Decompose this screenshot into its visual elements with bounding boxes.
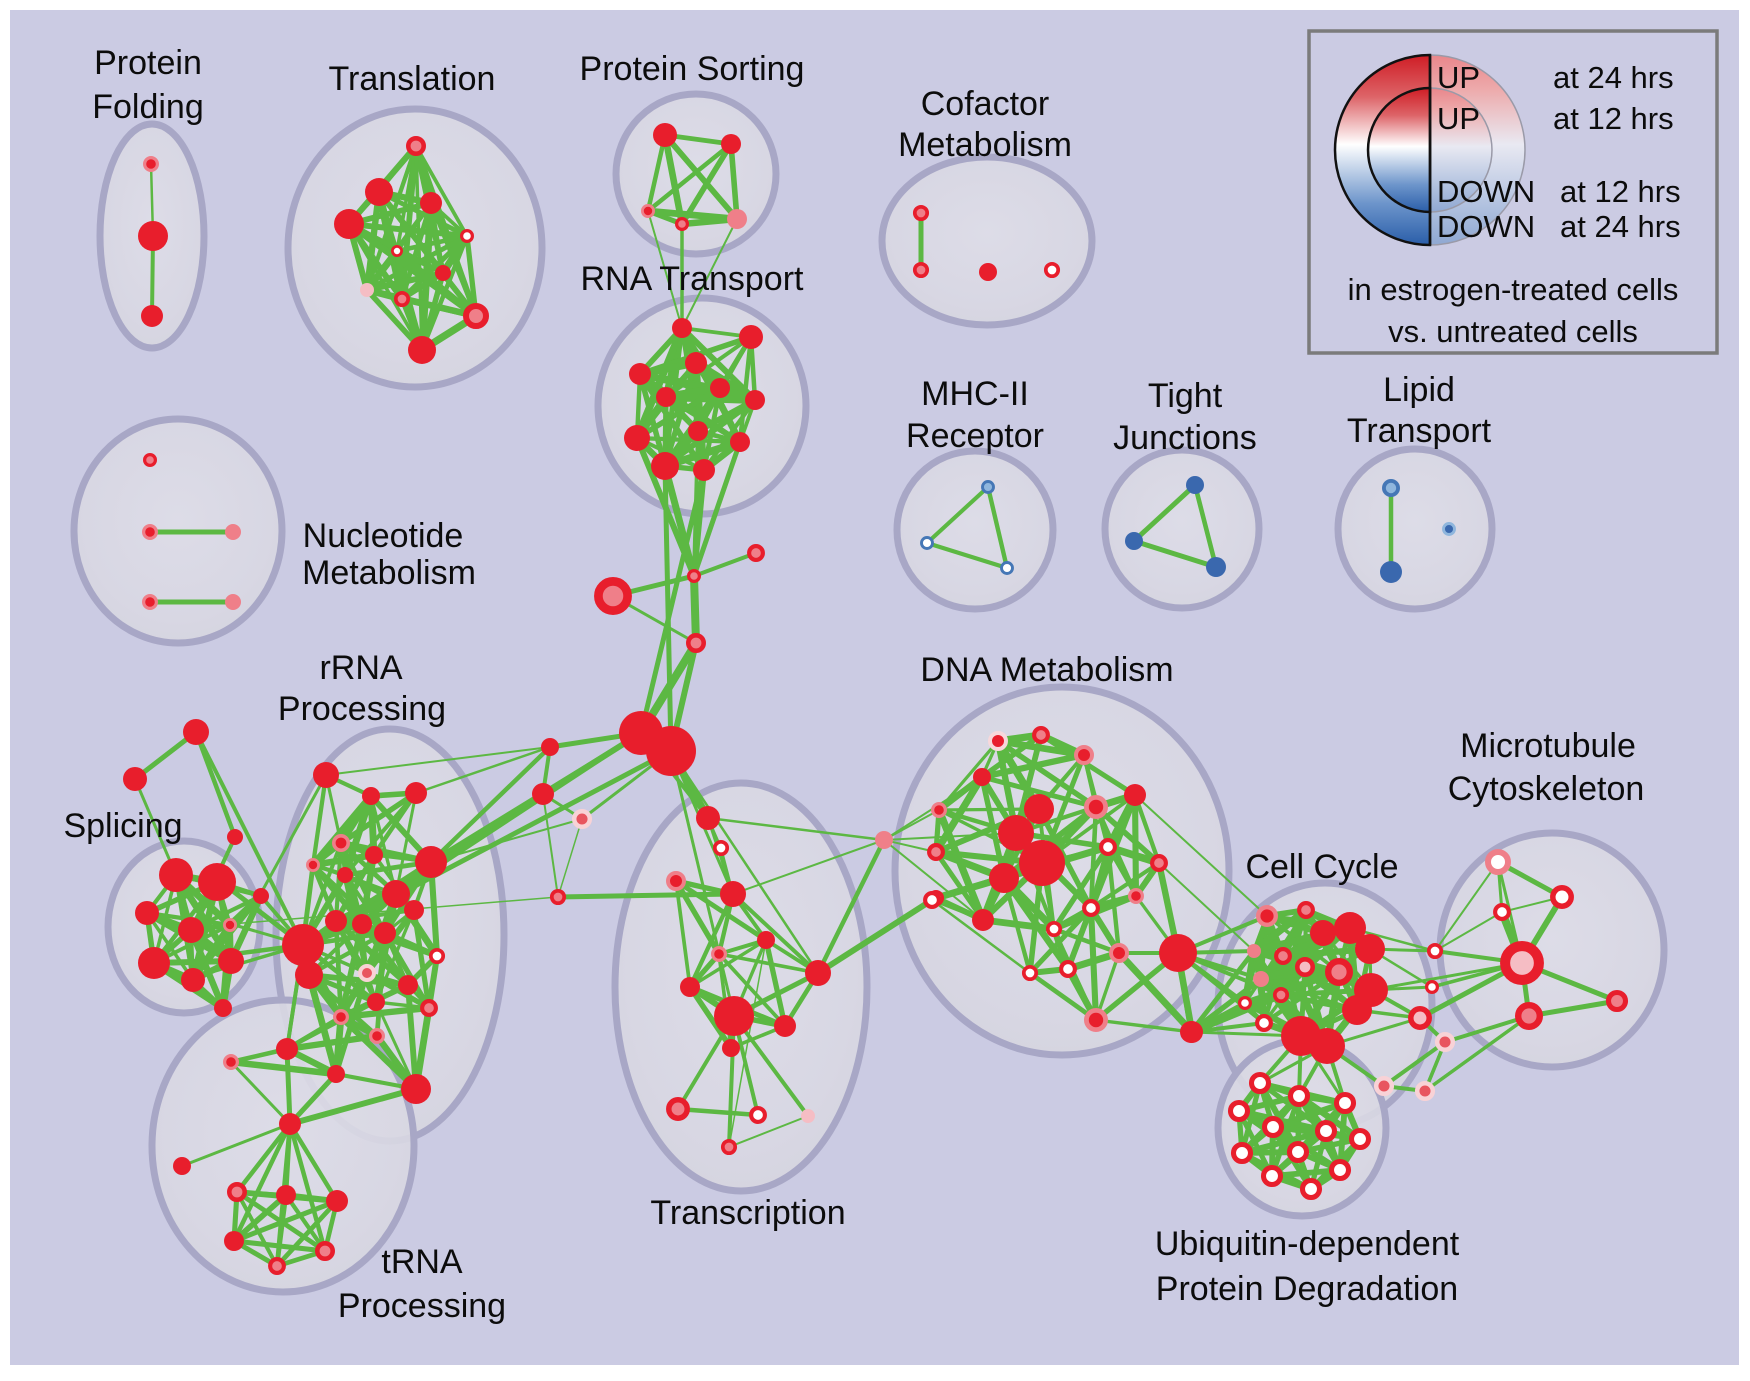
svg-text:DOWN: DOWN bbox=[1437, 174, 1535, 209]
svg-text:Lipid: Lipid bbox=[1383, 371, 1455, 409]
svg-text:Processing: Processing bbox=[278, 690, 446, 728]
svg-text:Ubiquitin-dependent: Ubiquitin-dependent bbox=[1155, 1225, 1460, 1263]
svg-text:Junctions: Junctions bbox=[1113, 419, 1257, 457]
svg-text:Transport: Transport bbox=[1347, 412, 1492, 450]
svg-text:Processing: Processing bbox=[338, 1287, 506, 1325]
svg-text:at 12 hrs: at 12 hrs bbox=[1560, 174, 1681, 209]
svg-text:at 12 hrs: at 12 hrs bbox=[1553, 101, 1674, 136]
svg-text:DNA Metabolism: DNA Metabolism bbox=[920, 651, 1173, 689]
svg-text:DOWN: DOWN bbox=[1437, 209, 1535, 244]
svg-text:Splicing: Splicing bbox=[63, 807, 182, 845]
svg-text:at 24 hrs: at 24 hrs bbox=[1553, 60, 1674, 95]
svg-text:Protein Degradation: Protein Degradation bbox=[1156, 1270, 1458, 1308]
svg-text:Metabolism: Metabolism bbox=[302, 554, 476, 592]
svg-text:Metabolism: Metabolism bbox=[898, 126, 1072, 164]
svg-text:RNA Transport: RNA Transport bbox=[581, 260, 805, 298]
svg-text:Cofactor: Cofactor bbox=[921, 85, 1050, 123]
svg-text:Translation: Translation bbox=[329, 60, 496, 98]
svg-text:Protein: Protein bbox=[94, 44, 202, 82]
svg-text:UP: UP bbox=[1437, 101, 1480, 136]
svg-text:in estrogen-treated cells: in estrogen-treated cells bbox=[1348, 272, 1679, 307]
svg-text:Transcription: Transcription bbox=[650, 1194, 845, 1232]
svg-text:Folding: Folding bbox=[92, 88, 204, 126]
svg-text:Cytoskeleton: Cytoskeleton bbox=[1448, 770, 1645, 808]
svg-text:UP: UP bbox=[1437, 60, 1480, 95]
svg-text:MHC-II: MHC-II bbox=[921, 375, 1029, 413]
svg-text:tRNA: tRNA bbox=[381, 1243, 463, 1281]
svg-text:Receptor: Receptor bbox=[906, 417, 1044, 455]
svg-text:vs. untreated cells: vs. untreated cells bbox=[1388, 314, 1638, 349]
svg-text:Protein Sorting: Protein Sorting bbox=[580, 50, 805, 88]
svg-text:Nucleotide: Nucleotide bbox=[303, 517, 464, 555]
svg-text:Microtubule: Microtubule bbox=[1460, 727, 1636, 765]
svg-text:at 24 hrs: at 24 hrs bbox=[1560, 209, 1681, 244]
svg-text:rRNA: rRNA bbox=[319, 649, 402, 687]
svg-text:Cell Cycle: Cell Cycle bbox=[1245, 848, 1398, 886]
svg-text:Tight: Tight bbox=[1148, 377, 1223, 415]
